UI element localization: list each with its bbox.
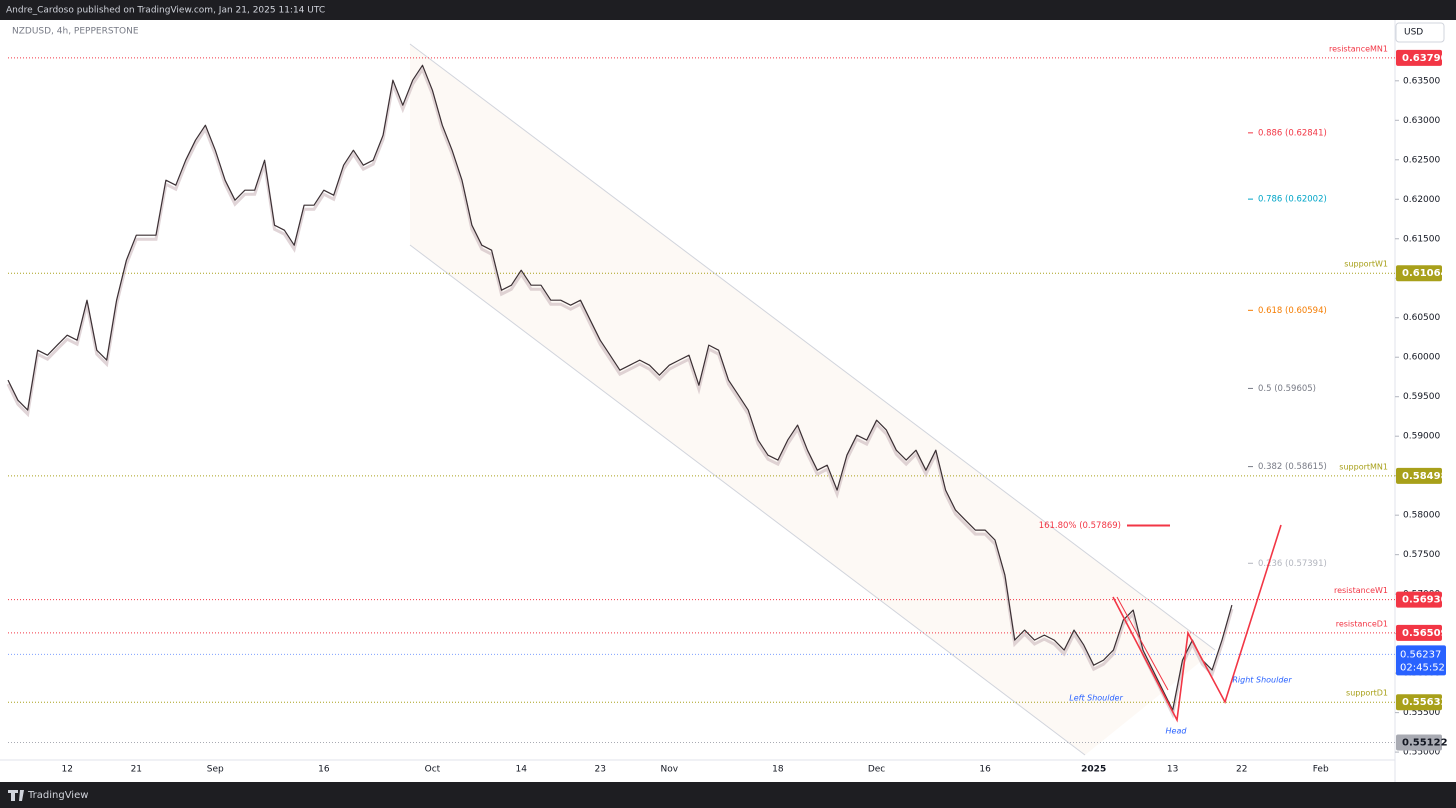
x-tick-label: Oct xyxy=(425,765,441,775)
x-tick-label: Dec xyxy=(868,765,885,775)
level-name: supportMN1 xyxy=(1339,462,1388,471)
x-tick-label: 14 xyxy=(516,765,528,775)
price-label: 0.55122 xyxy=(1402,737,1448,748)
y-tick-label: 0.59500 xyxy=(1403,392,1440,402)
price-label-box xyxy=(1396,265,1442,282)
price-label-box xyxy=(1396,734,1442,751)
level-name: supportW1 xyxy=(1344,260,1388,269)
y-tick-label: 0.59000 xyxy=(1403,432,1440,442)
annotation: Right Shoulder xyxy=(1232,676,1292,685)
level-name: resistanceW1 xyxy=(1334,586,1388,595)
currency-button[interactable] xyxy=(1395,22,1445,43)
x-tick-label: 23 xyxy=(594,765,605,775)
x-tick-label: Sep xyxy=(207,765,224,775)
publisher: Andre_Cardoso published on TradingView.c… xyxy=(6,6,325,16)
bottom-bar xyxy=(0,782,1456,808)
level-name: resistanceD1 xyxy=(1336,619,1388,628)
channel-upper xyxy=(409,43,1216,651)
logo xyxy=(8,790,24,801)
price-label: 0.61064 xyxy=(1402,268,1448,279)
price-line-shadow xyxy=(6,66,1234,719)
countdown: 02:45:52 xyxy=(1400,662,1445,673)
y-tick-label: 0.60500 xyxy=(1403,313,1440,323)
price-label-box xyxy=(1396,467,1442,484)
y-tick-label: 0.57500 xyxy=(1403,550,1440,560)
x-tick-label: 2025 xyxy=(1081,765,1106,775)
top-bar xyxy=(0,0,1456,20)
level-name: resistanceMN1 xyxy=(1329,44,1388,53)
y-tick-label: 0.60000 xyxy=(1403,353,1440,363)
y-tick-label: 0.55500 xyxy=(1403,708,1440,718)
fib-label: 0.236 (0.57391) xyxy=(1258,559,1327,569)
y-tick-label: 0.58000 xyxy=(1403,511,1440,521)
fib-label: 0.886 (0.62841) xyxy=(1258,128,1327,138)
symbol: NZDUSD, 4h, PEPPERSTONE xyxy=(12,27,139,37)
y-tick-label: 0.61500 xyxy=(1403,234,1440,244)
x-tick-label: 18 xyxy=(772,765,784,775)
price-label: 0.58498 xyxy=(1402,471,1448,482)
x-tick-label: 12 xyxy=(61,765,72,775)
price-label: 0.55632 xyxy=(1402,697,1448,708)
annotation: Left Shoulder xyxy=(1069,694,1123,703)
x-tick-label: Feb xyxy=(1313,765,1329,775)
x-tick-label: Nov xyxy=(661,765,679,775)
pattern-neck xyxy=(1116,596,1169,691)
pattern-line xyxy=(1112,524,1282,723)
price-label-box xyxy=(1396,591,1442,608)
price-label-box xyxy=(1396,645,1446,676)
currency[interactable]: USD xyxy=(1404,28,1423,38)
y-tick-label: 0.55000 xyxy=(1403,748,1440,758)
price-label-box xyxy=(1396,624,1442,641)
price-label: 0.63790 xyxy=(1402,53,1448,64)
x-tick-label: 16 xyxy=(979,765,991,775)
y-tick-label: 0.62500 xyxy=(1403,155,1440,165)
fib-label: 0.382 (0.58615) xyxy=(1258,462,1327,472)
x-tick-label: 21 xyxy=(131,765,142,775)
fib-label: 0.786 (0.62002) xyxy=(1258,195,1327,205)
fib-label: 0.618 (0.60594) xyxy=(1258,306,1327,316)
y-tick-label: 0.62000 xyxy=(1403,195,1440,205)
price-label-box xyxy=(1396,694,1442,711)
price-label-box xyxy=(1396,49,1442,66)
price-label: 0.56237 xyxy=(1400,649,1441,660)
brand: TradingView xyxy=(27,790,88,801)
channel-fill xyxy=(410,44,1215,755)
price-label: 0.56509 xyxy=(1402,628,1448,639)
fib-label: 0.5 (0.59605) xyxy=(1258,384,1316,394)
y-tick-label: 0.63500 xyxy=(1403,76,1440,86)
channel-lower xyxy=(409,244,1086,756)
annotation: Head xyxy=(1166,727,1188,736)
x-tick-label: 22 xyxy=(1236,765,1247,775)
target-label: 161.80% (0.57869) xyxy=(1039,521,1121,531)
level-name: supportD1 xyxy=(1346,689,1388,698)
x-tick-label: 16 xyxy=(318,765,330,775)
price-label: 0.56930 xyxy=(1402,595,1448,606)
x-tick-label: 13 xyxy=(1167,765,1178,775)
price-line xyxy=(7,64,1233,711)
y-tick-label: 0.63000 xyxy=(1403,116,1440,126)
